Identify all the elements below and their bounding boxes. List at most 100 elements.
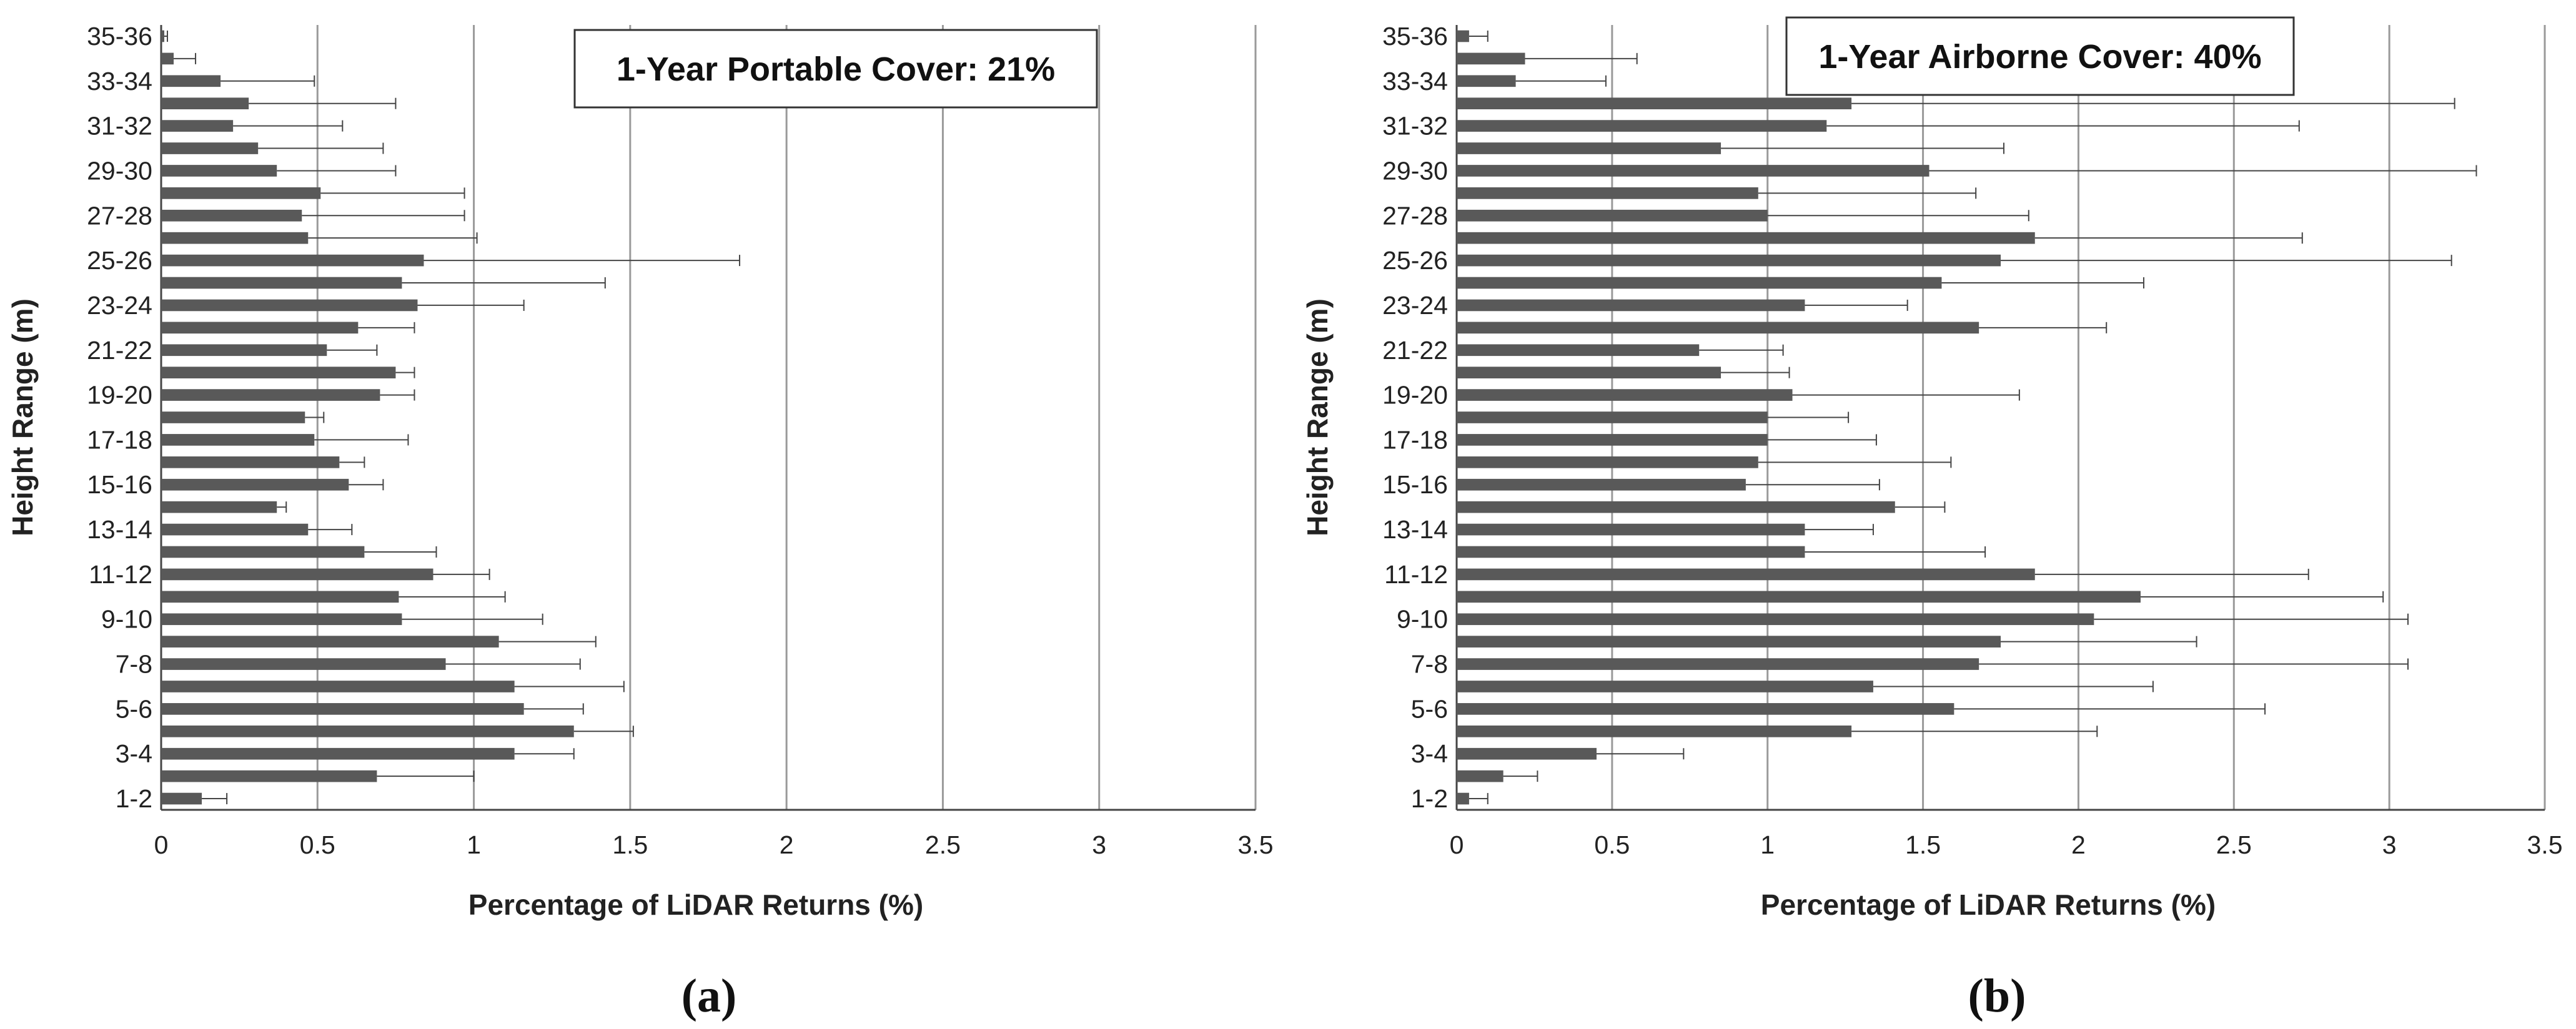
bar (161, 478, 349, 491)
bar (161, 434, 315, 446)
bar (161, 523, 309, 536)
y-tick-label: 25-26 (87, 246, 152, 275)
bar (1457, 299, 1805, 312)
cover-annotation-text: 1-Year Portable Cover: 21% (617, 51, 1055, 88)
x-tick-label: 0.5 (300, 830, 335, 859)
y-tick-label: 3-4 (1411, 739, 1448, 768)
bar (1457, 478, 1746, 491)
bar (1457, 30, 1469, 42)
bar (161, 703, 524, 715)
y-tick-label: 21-22 (87, 336, 152, 365)
x-tick-label: 3 (1092, 830, 1106, 859)
y-tick-label: 35-36 (1382, 22, 1448, 51)
bar (1457, 389, 1793, 401)
bar (161, 501, 277, 513)
x-tick-label: 2 (780, 830, 794, 859)
x-axis-title: Percentage of LiDAR Returns (%) (468, 889, 923, 921)
bar (161, 792, 202, 805)
bar (1457, 591, 2141, 603)
x-tick-label: 0 (154, 830, 169, 859)
x-tick-label: 2.5 (925, 830, 961, 859)
bar (1457, 232, 2035, 244)
bar (1457, 523, 1805, 536)
bar (1457, 187, 1758, 199)
bar (1457, 434, 1768, 446)
y-tick-label: 31-32 (1382, 112, 1448, 140)
y-tick-label: 3-4 (116, 739, 152, 768)
y-axis-title: Height Range (m) (6, 298, 39, 536)
bar (161, 120, 234, 132)
bar (161, 97, 249, 110)
bar (161, 411, 305, 423)
y-tick-label: 7-8 (1411, 650, 1448, 679)
y-tick-label: 5-6 (1411, 694, 1448, 723)
bar (1457, 209, 1768, 222)
bar (161, 658, 446, 670)
bar (161, 142, 259, 154)
y-tick-label: 17-18 (1382, 425, 1448, 454)
chart-panel-a: 0 0.5 1 1.5 2 2.5 3 3.5 1-2 3-4 5-6 7-8 9-10 11-12 13-… (6, 22, 1274, 1022)
y-tick-label: 21-22 (1382, 336, 1448, 365)
y-tick-label: 15-16 (1382, 470, 1448, 499)
y-tick-label: 1-2 (1411, 784, 1448, 813)
y-tick-label: 9-10 (1397, 605, 1448, 634)
x-tick-label: 3.5 (1238, 830, 1274, 859)
bar (1457, 411, 1768, 423)
cover-annotation-box (1785, 16, 2295, 96)
bar (1457, 703, 1954, 715)
x-tick-label: 3.5 (2527, 830, 2563, 859)
x-tick-label: 1 (1760, 830, 1775, 859)
bar (1457, 792, 1469, 805)
bar (1457, 344, 1700, 357)
y-tick-label: 17-18 (87, 425, 152, 454)
x-tick-label: 0 (1450, 830, 1464, 859)
bar (1457, 456, 1758, 468)
y-tick-label: 29-30 (1382, 156, 1448, 185)
bar (1457, 568, 2035, 581)
y-tick-label: 9-10 (101, 605, 152, 634)
bar (161, 277, 402, 289)
x-tick-label: 2 (2071, 830, 2086, 859)
y-tick-label: 27-28 (87, 201, 152, 230)
bar (1457, 636, 2001, 647)
bar (161, 344, 327, 357)
bar (161, 299, 418, 312)
x-tick-label: 0.5 (1594, 830, 1630, 859)
cover-annotation-text: 1-Year Airborne Cover: 40% (1818, 38, 2261, 76)
y-tick-label: 31-32 (87, 112, 152, 140)
bar (1457, 165, 1930, 177)
bar (1457, 97, 1852, 110)
x-tick-label: 1.5 (612, 830, 648, 859)
bar (1457, 725, 1852, 737)
y-tick-label: 13-14 (1382, 515, 1448, 544)
panel-label: (b) (1968, 970, 2026, 1022)
bar (161, 747, 515, 760)
y-tick-label: 35-36 (87, 22, 152, 51)
bar (1457, 613, 2094, 626)
cover-annotation-box (573, 29, 1098, 109)
bar (161, 613, 402, 626)
bar (1457, 501, 1895, 513)
bar (161, 770, 377, 782)
bar (161, 636, 499, 647)
bar (161, 681, 515, 692)
bar (161, 254, 424, 267)
bar (1457, 770, 1503, 782)
bar (161, 456, 340, 468)
x-axis-title: Percentage of LiDAR Returns (%) (1761, 889, 2216, 921)
bar (1457, 254, 2001, 267)
bar (161, 725, 574, 737)
bar (1457, 322, 1979, 334)
bar (161, 367, 396, 379)
bar (161, 165, 277, 177)
y-tick-label: 11-12 (89, 560, 152, 589)
bar (1457, 747, 1597, 760)
bar (161, 187, 321, 199)
y-tick-label: 15-16 (87, 470, 152, 499)
bar (161, 209, 302, 222)
panel-label: (a) (681, 970, 737, 1022)
y-tick-label: 25-26 (1382, 246, 1448, 275)
bar (1457, 658, 1979, 670)
bar (1457, 142, 1721, 154)
